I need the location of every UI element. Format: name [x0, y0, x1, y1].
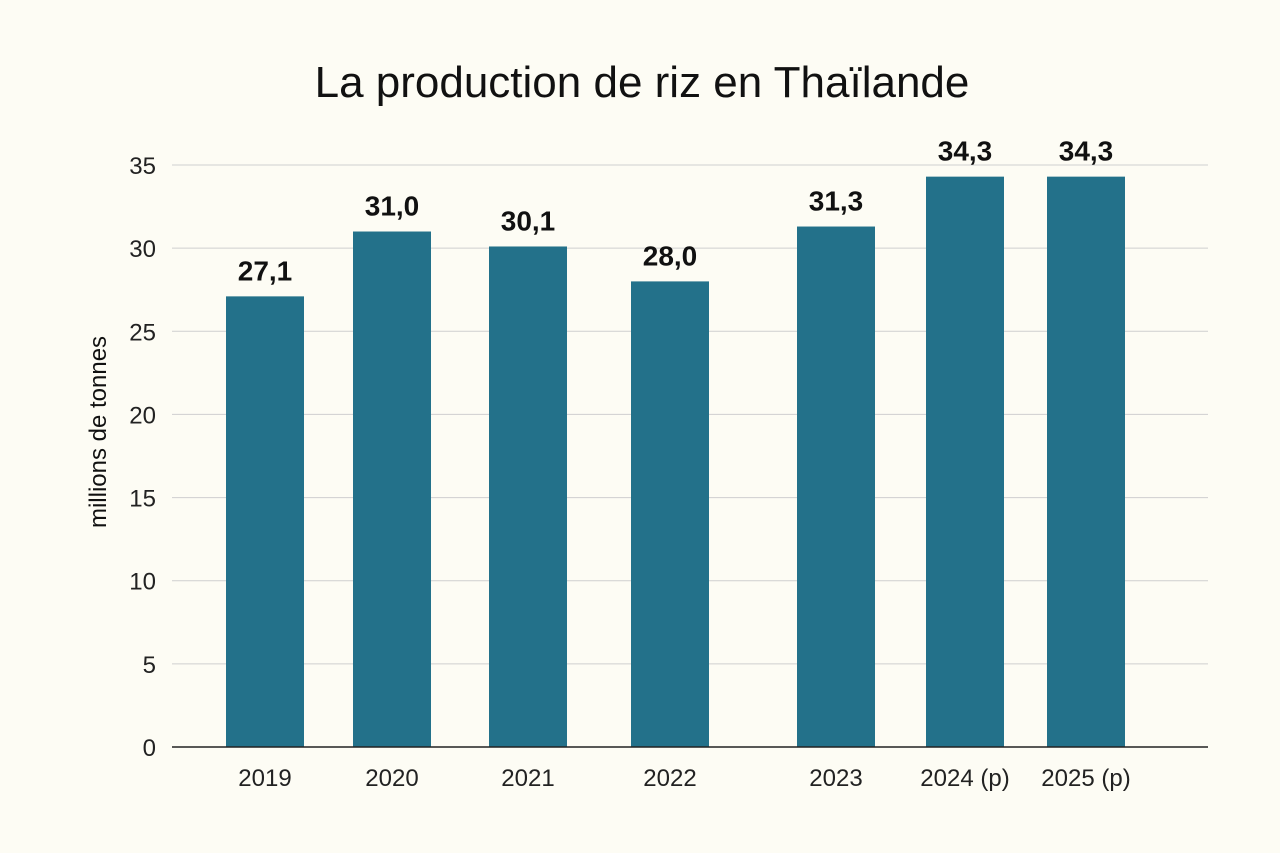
data-label: 30,1 — [501, 205, 556, 236]
data-label: 31,3 — [809, 186, 864, 217]
data-label: 34,3 — [938, 136, 993, 167]
bar — [489, 246, 567, 748]
data-label: 27,1 — [238, 255, 293, 286]
data-label: 31,0 — [365, 191, 420, 222]
y-tick-label: 25 — [129, 319, 156, 346]
y-tick-label: 20 — [129, 402, 156, 429]
y-tick-label: 5 — [143, 652, 156, 679]
x-tick-label: 2021 — [501, 765, 554, 792]
x-tick-label: 2020 — [365, 765, 418, 792]
y-tick-label: 15 — [129, 486, 156, 513]
y-tick-label: 10 — [129, 569, 156, 596]
data-label: 28,0 — [643, 240, 698, 271]
y-tick-label: 0 — [143, 735, 156, 762]
bar — [1047, 176, 1125, 747]
chart-title: La production de riz en Thaïlande — [315, 58, 970, 107]
bar — [926, 176, 1004, 747]
y-tick-label: 35 — [129, 153, 156, 180]
bar — [353, 231, 431, 747]
data-label: 34,3 — [1059, 136, 1114, 167]
y-axis-label: millions de tonnes — [85, 336, 112, 528]
x-tick-label: 2023 — [809, 765, 862, 792]
x-tick-label: 2022 — [643, 765, 696, 792]
bar — [226, 296, 304, 747]
bar — [797, 226, 875, 748]
x-tick-label: 2024 (p) — [920, 765, 1009, 792]
bar — [631, 281, 709, 747]
y-tick-label: 30 — [129, 236, 156, 263]
x-tick-label: 2019 — [238, 765, 291, 792]
x-tick-label: 2025 (p) — [1041, 765, 1130, 792]
